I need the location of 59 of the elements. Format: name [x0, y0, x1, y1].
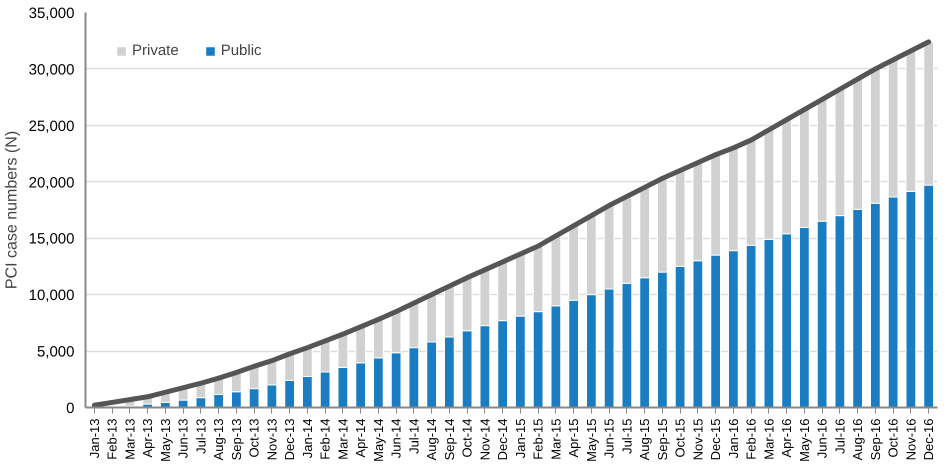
x-tick-label: Jun-16 — [814, 418, 830, 458]
x-tick-label: Dec-15 — [708, 418, 724, 460]
x-tick-label: Aug-16 — [850, 418, 866, 460]
x-tick-label: Oct-15 — [672, 418, 688, 458]
x-tick-label: Sep-13 — [228, 418, 244, 460]
x-tick-label: Nov-16 — [903, 418, 918, 460]
x-tick-label: Jun-14 — [388, 418, 404, 458]
x-tick-label: Jun-15 — [602, 418, 617, 458]
y-tick-label: 15,000 — [28, 230, 75, 248]
x-tick-label: Sep-16 — [868, 418, 883, 460]
x-tick-label: Apr-16 — [779, 418, 794, 458]
x-tick-label: Mar-13 — [122, 418, 138, 460]
x-tick-label: Oct-13 — [246, 418, 262, 458]
y-tick-label: 30,000 — [28, 61, 75, 78]
x-tick-label: Feb-13 — [104, 418, 120, 460]
x-tick-label: Sep-14 — [442, 418, 457, 460]
x-tick-label: Apr-13 — [140, 418, 156, 458]
x-tick-label: Apr-15 — [566, 418, 582, 458]
x-tick-label: Dec-13 — [282, 418, 298, 460]
x-tick-label: Feb-14 — [318, 418, 333, 460]
legend-label: Private — [132, 42, 179, 59]
x-tick-label: Dec-16 — [921, 418, 936, 460]
x-tick-label: Oct-14 — [460, 418, 475, 458]
x-tick-label: Jan-15 — [512, 418, 528, 458]
x-tick-label: Feb-16 — [744, 418, 759, 460]
x-tick-label: Jul-14 — [406, 418, 422, 454]
x-tick-label: Mar-15 — [548, 418, 564, 460]
x-tick-label: Aug-15 — [637, 418, 652, 460]
x-tick-label: Nov-15 — [690, 418, 706, 460]
y-tick-label: 5,000 — [36, 344, 75, 361]
x-tick-label: Mar-16 — [761, 418, 776, 460]
x-tick-label: Jan-16 — [726, 418, 741, 458]
x-tick-label: Jul-13 — [193, 418, 208, 454]
x-tick-label: Jul-16 — [832, 418, 848, 454]
x-tick-label: Jul-15 — [619, 418, 634, 454]
y-axis-title: PCI case numbers (N) — [4, 130, 21, 290]
y-tick-label: 25,000 — [28, 118, 75, 135]
y-tick-label: 0 — [66, 400, 74, 417]
y-tick-label: 10,000 — [28, 287, 75, 304]
x-tick-label: Aug-13 — [211, 418, 226, 460]
x-tick-label: Nov-14 — [477, 418, 492, 460]
x-tick-label: May-13 — [158, 418, 173, 462]
x-tick-label: Sep-15 — [654, 418, 670, 460]
x-tick-label: Aug-14 — [424, 418, 440, 460]
x-tick-label: Apr-14 — [353, 418, 368, 458]
x-tick-label: Mar-14 — [335, 418, 350, 460]
x-tick-label: May-15 — [584, 418, 599, 462]
x-tick-label: Dec-14 — [495, 418, 510, 460]
x-tick-label: May-16 — [796, 418, 812, 462]
x-tick-label: Jun-13 — [176, 418, 191, 458]
y-tick-label: 35,000 — [28, 5, 75, 22]
x-tick-label: Oct-16 — [886, 418, 901, 458]
y-tick-label: 20,000 — [28, 174, 75, 192]
legend-label: Public — [220, 42, 262, 59]
x-tick-label: Feb-15 — [530, 418, 546, 460]
x-tick-label: Jan-13 — [86, 418, 102, 458]
x-tick-label: Nov-13 — [264, 418, 280, 460]
x-tick-label: May-14 — [370, 418, 386, 462]
x-tick-label: Jan-14 — [300, 418, 315, 458]
